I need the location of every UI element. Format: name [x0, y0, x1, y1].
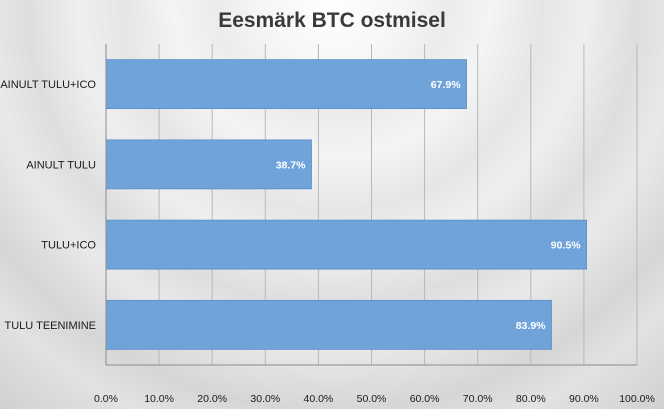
- bar-value-label: 67.9%: [431, 79, 461, 91]
- x-tick-label: 90.0%: [569, 393, 599, 405]
- bar: [105, 139, 312, 190]
- chart-title: Eesmärk BTC ostmisel: [218, 9, 446, 32]
- x-tick-label: 100.0%: [619, 393, 655, 405]
- x-tick-label: 10.0%: [144, 393, 174, 405]
- x-tick-label: 70.0%: [463, 393, 493, 405]
- x-tick-label: 20.0%: [197, 393, 227, 405]
- x-tick-label: 50.0%: [357, 393, 387, 405]
- bar-value-label: 83.9%: [516, 320, 546, 332]
- x-tick-label: 40.0%: [304, 393, 334, 405]
- x-tick-label: 30.0%: [250, 393, 280, 405]
- category-label: TULU TEENIMINE: [5, 320, 96, 332]
- bar: [105, 59, 467, 110]
- category-label: AINULT TULU+ICO: [0, 79, 96, 91]
- category-label: AINULT TULU: [26, 159, 96, 171]
- bars: 67.9% 38.7% 90.5% 83.9%: [105, 59, 587, 350]
- bar: [105, 219, 587, 270]
- category-label: TULU+ICO: [41, 240, 96, 252]
- bar-value-label: 90.5%: [551, 240, 581, 252]
- axes: 0.0% 10.0% 20.0% 30.0% 40.0% 50.0% 60.0% 70.0% 8…: [0, 44, 655, 405]
- x-tick-label: 80.0%: [516, 393, 546, 405]
- x-tick-label: 0.0%: [94, 393, 118, 405]
- x-tick-label: 60.0%: [410, 393, 440, 405]
- bar: [105, 299, 552, 350]
- bar-value-label: 38.7%: [276, 159, 306, 171]
